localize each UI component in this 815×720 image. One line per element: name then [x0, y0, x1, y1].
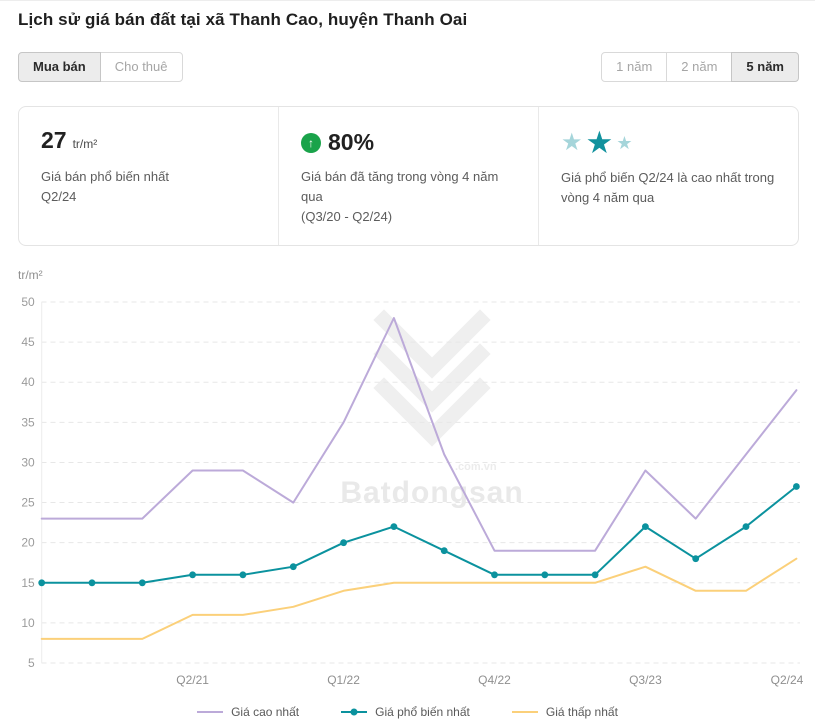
growth-desc: Giá bán đã tăng trong vòng 4 năm qua: [301, 169, 499, 205]
data-point: [541, 571, 549, 579]
y-tick-label: 30: [21, 456, 35, 470]
data-point: [189, 571, 197, 579]
data-point: [138, 579, 146, 587]
watermark-suffix: .com.vn: [455, 461, 497, 473]
series-markers-1: [38, 483, 800, 587]
data-point: [692, 555, 700, 563]
legend-dot-icon: [350, 708, 358, 716]
legend-item-1[interactable]: Giá phổ biến nhất: [341, 705, 470, 719]
watermark-brand: Batdongsan: [340, 476, 523, 509]
y-tick-label: 15: [21, 576, 35, 590]
data-point: [289, 563, 297, 571]
legend-item-2[interactable]: Giá thấp nhất: [511, 705, 618, 720]
y-axis-grid: 5 10 15 20 25 30 35 40 45 50: [21, 295, 800, 670]
growth-period: (Q3/20 - Q2/24): [301, 209, 393, 225]
data-point: [38, 579, 46, 587]
watermark-chevron-icon: [373, 377, 491, 448]
watermark-batdongsan-logo: .com.vn Batdongsan: [340, 309, 523, 509]
star-icon: ★: [561, 128, 583, 156]
stat-common-price: 27 tr/m² Giá bán phổ biến nhất Q2/24: [19, 107, 278, 245]
series-line-2: [40, 558, 798, 641]
x-tick-label: Q1/22: [327, 673, 360, 687]
y-axis-unit-label: tr/m²: [18, 268, 43, 282]
legend-swatch-icon: [197, 711, 224, 714]
data-point: [642, 523, 649, 531]
growth-value: 80%: [328, 128, 375, 155]
legend-label: Giá phổ biến nhất: [375, 705, 470, 720]
y-tick-label: 40: [21, 376, 35, 390]
x-tick-label: Q3/23: [629, 673, 662, 687]
x-tick-label: Q2/21: [176, 673, 209, 687]
stat-growth: ↑ 80% Giá bán đã tăng trong vòng 4 năm q…: [278, 107, 538, 246]
data-point: [742, 523, 750, 531]
y-tick-label: 35: [21, 416, 35, 430]
tab-mua-ban[interactable]: Mua bán: [18, 52, 101, 82]
price-history-chart: .com.vn Batdongsan tr/m² 5 10 15 20 25 30 35 40 45 5…: [0, 260, 815, 719]
y-tick-label: 25: [21, 496, 35, 510]
listing-type-tabs: Mua bán Cho thuê: [18, 52, 183, 82]
page-title: Lịch sử giá bán đất tại xã Thanh Cao, hu…: [18, 10, 468, 29]
x-tick-label: Q4/22: [478, 673, 511, 687]
series-line-0: [40, 317, 798, 553]
x-tick-label: Q2/24: [771, 673, 804, 687]
y-tick-label: 20: [21, 536, 35, 550]
common-price-desc: Giá bán phổ biến nhất: [41, 169, 169, 184]
y-tick-label: 5: [28, 656, 35, 670]
common-price-value: 27: [41, 127, 67, 153]
tab-cho-thue[interactable]: Cho thuê: [99, 52, 183, 82]
legend-swatch-icon: [341, 708, 368, 716]
legend-label: Giá thấp nhất: [545, 705, 618, 720]
summary-stats-card: 27 tr/m² Giá bán phổ biến nhất Q2/24 ↑ 8…: [18, 106, 799, 247]
data-point: [793, 483, 800, 491]
chart-legend: Giá cao nhất Giá phổ biến nhất Giá thấp nh…: [0, 705, 815, 719]
time-range-tabs: 1 năm 2 năm 5 năm: [601, 52, 799, 82]
stat-rating: ★ ★ ★ Giá phổ biến Q2/24 là cao nhất trong…: [538, 107, 798, 246]
y-tick-label: 45: [21, 336, 35, 350]
watermark-chevron-icon: [373, 343, 491, 414]
up-arrow-icon: ↑: [301, 133, 321, 153]
data-point: [491, 571, 498, 579]
x-axis-labels: Q2/21 Q1/22 Q4/22 Q3/23 Q2/24: [176, 673, 803, 687]
data-point: [440, 547, 448, 555]
data-point: [340, 539, 347, 547]
common-price-unit: tr/m²: [72, 137, 98, 151]
star-icon: ★: [616, 132, 633, 153]
y-tick-label: 10: [21, 616, 35, 630]
rating-stars: ★ ★ ★: [561, 127, 778, 158]
data-point: [591, 571, 599, 579]
data-point: [239, 571, 247, 579]
legend-label: Giá cao nhất: [231, 705, 300, 720]
data-point: [390, 523, 398, 531]
y-tick-label: 50: [21, 295, 35, 309]
range-2-nam[interactable]: 2 năm: [666, 52, 733, 82]
range-1-nam[interactable]: 1 năm: [601, 52, 668, 82]
rating-desc: Giá phổ biến Q2/24 là cao nhất trong vòn…: [561, 170, 775, 206]
common-price-period: Q2/24: [41, 189, 77, 205]
chart-canvas: .com.vnBatdongsantr/m²510152025303540455…: [18, 268, 804, 687]
legend-swatch-icon: [511, 711, 538, 714]
data-point: [88, 579, 96, 587]
legend-item-0[interactable]: Giá cao nhất: [197, 705, 299, 719]
range-5-nam[interactable]: 5 năm: [731, 52, 799, 82]
star-icon: ★: [585, 125, 614, 160]
toolbar: Mua bán Cho thuê 1 năm 2 năm 5 năm: [0, 30, 815, 82]
series-line-1: [40, 485, 798, 585]
